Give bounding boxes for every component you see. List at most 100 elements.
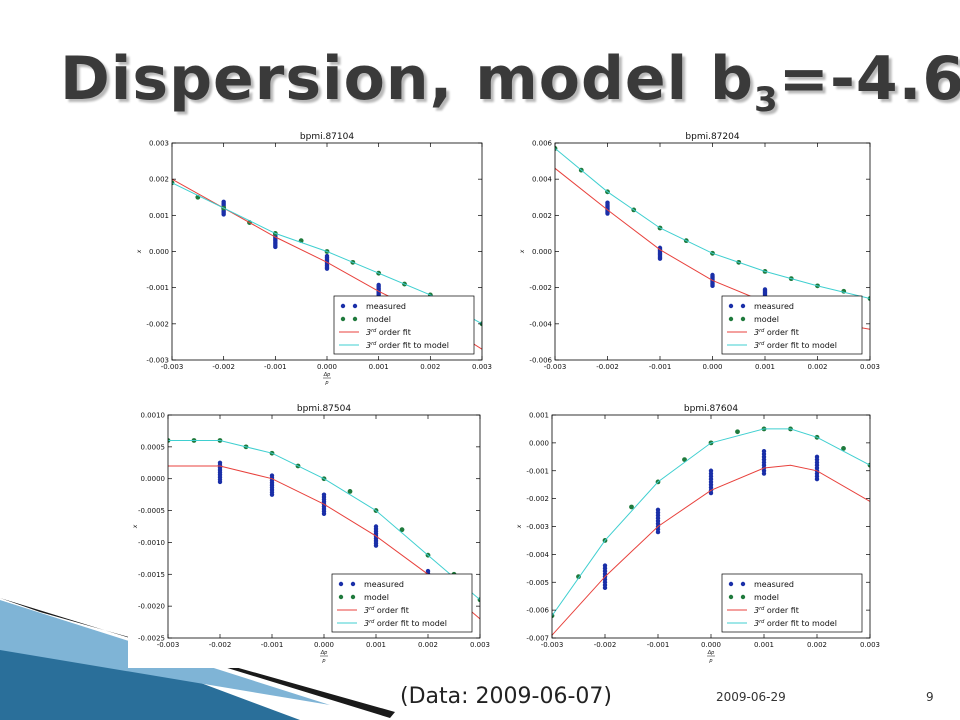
footer-note: (Data: 2009-06-07)	[400, 684, 612, 709]
x-tick-label: -0.002	[594, 641, 617, 649]
measured-point	[710, 272, 715, 278]
slide-title: Dispersion, model b3=-4.68	[60, 44, 960, 120]
x-tick-label: 0.003	[860, 641, 880, 649]
measured-point	[321, 492, 327, 497]
x-tick-label: -0.001	[649, 363, 672, 371]
x-tick-label: 0.001	[369, 363, 389, 371]
y-tick-label: 0.002	[149, 176, 169, 184]
legend-label: 3rd order fit to model	[754, 341, 837, 350]
y-tick-label: -0.003	[526, 523, 549, 531]
y-tick-label: 0.001	[529, 412, 549, 420]
series-line	[172, 182, 482, 325]
y-tick-label: -0.0015	[138, 571, 165, 579]
x-axis-label-denominator: p	[321, 658, 325, 664]
x-tick-label: -0.003	[544, 363, 567, 371]
legend-box	[331, 573, 473, 633]
x-tick-label: -0.002	[212, 363, 235, 371]
x-axis-label-numerator: Δp	[320, 650, 328, 656]
y-tick-label: -0.0025	[138, 635, 165, 643]
legend-label: measured	[754, 580, 794, 589]
legend-label: 3rd order fit	[364, 606, 409, 615]
legend-label: 3rd order fit to model	[364, 619, 447, 628]
x-tick-label: 0.001	[754, 641, 774, 649]
model-point	[576, 574, 581, 580]
legend-marker	[728, 303, 734, 309]
legend-marker	[728, 581, 734, 587]
title-tail: =-4.68	[778, 44, 960, 114]
x-tick-label: 0.000	[314, 641, 334, 649]
chart-title: bpmi.87504	[297, 404, 351, 414]
measured-point	[605, 200, 610, 205]
x-tick-label: 0.003	[470, 641, 490, 649]
legend-box	[333, 295, 475, 355]
y-tick-label: 0.000	[532, 248, 552, 256]
y-tick-label: 0.006	[532, 140, 553, 148]
chart-panel-2: bpmi.87204 -0.003 -0.002 -0.001 0.000 0.001 0.…	[515, 128, 880, 390]
legend-marker	[352, 303, 358, 309]
y-tick-label: -0.001	[526, 467, 549, 475]
chart-bpmi-87204: bpmi.87204 -0.003 -0.002 -0.001 0.000 0.001 0.…	[519, 132, 880, 371]
legend-label: 3rd order fit to model	[366, 341, 449, 350]
model-point	[347, 489, 353, 494]
x-tick-label: 0.003	[472, 363, 492, 371]
legend-marker	[340, 316, 346, 322]
model-point	[735, 429, 740, 435]
legend-marker	[338, 581, 344, 587]
measured-point	[708, 468, 714, 473]
y-tick-label: -0.002	[146, 320, 169, 328]
y-axis-label: x	[132, 524, 139, 529]
y-tick-label: -0.006	[529, 357, 552, 365]
measured-point	[376, 282, 381, 288]
chart-bpmi-87604: bpmi.87604 -0.003 -0.002 -0.001 0.000 0.001 0.…	[516, 404, 880, 664]
x-tick-label: -0.001	[264, 363, 287, 371]
x-tick-label: -0.003	[157, 641, 180, 649]
legend-label: 3rd order fit	[366, 328, 411, 337]
chart-title: bpmi.87204	[685, 132, 739, 142]
chart-title: bpmi.87604	[684, 404, 738, 414]
model-point	[841, 446, 846, 451]
page-number: 9	[926, 690, 934, 704]
y-tick-label: -0.005	[526, 579, 549, 587]
legend-label: model	[754, 593, 779, 602]
measured-point	[762, 287, 768, 292]
series-line	[555, 148, 870, 299]
legend-marker	[740, 594, 746, 600]
legend-marker	[728, 316, 734, 322]
legend-label: model	[364, 593, 389, 602]
legend-label: model	[754, 315, 779, 324]
measured-point	[761, 449, 767, 454]
x-tick-label: -0.001	[647, 641, 670, 649]
y-axis-label: x	[516, 524, 523, 529]
chart-title: bpmi.87104	[300, 132, 354, 142]
y-tick-label: -0.004	[526, 551, 549, 559]
legend-label: measured	[366, 302, 406, 311]
model-point	[399, 527, 405, 533]
y-tick-label: -0.007	[526, 635, 549, 643]
measured-point	[814, 454, 820, 460]
y-tick-label: -0.0020	[138, 603, 165, 611]
y-tick-label: 0.0005	[141, 443, 166, 451]
x-tick-label: 0.000	[317, 363, 337, 371]
legend-marker	[338, 594, 344, 600]
measured-point	[655, 507, 661, 512]
measured-point	[269, 473, 275, 478]
legend-box	[721, 295, 863, 355]
plot-area	[552, 426, 870, 636]
measured-point	[602, 563, 608, 568]
x-tick-label: 0.002	[420, 363, 440, 371]
x-tick-label: 0.002	[807, 363, 827, 371]
legend-label: 3rd order fit to model	[754, 619, 837, 628]
x-tick-label: 0.000	[702, 363, 722, 371]
y-tick-label: -0.003	[146, 357, 169, 365]
chart-bpmi-87504: bpmi.87504 -0.003 -0.002 -0.001 0.000 0.001 0.…	[132, 404, 490, 664]
x-tick-label: 0.001	[366, 641, 386, 649]
legend-box	[721, 573, 863, 633]
y-axis-label: x	[519, 249, 526, 254]
measured-point	[221, 199, 226, 204]
measured-point	[217, 460, 223, 465]
x-axis-label-numerator: Δp	[323, 372, 331, 378]
x-axis-label-numerator: Δp	[707, 650, 715, 656]
y-tick-label: -0.004	[529, 320, 552, 328]
x-tick-label: 0.000	[701, 641, 721, 649]
chart-panel-3: bpmi.87504 -0.003 -0.002 -0.001 0.000 0.001 0.…	[128, 400, 490, 668]
